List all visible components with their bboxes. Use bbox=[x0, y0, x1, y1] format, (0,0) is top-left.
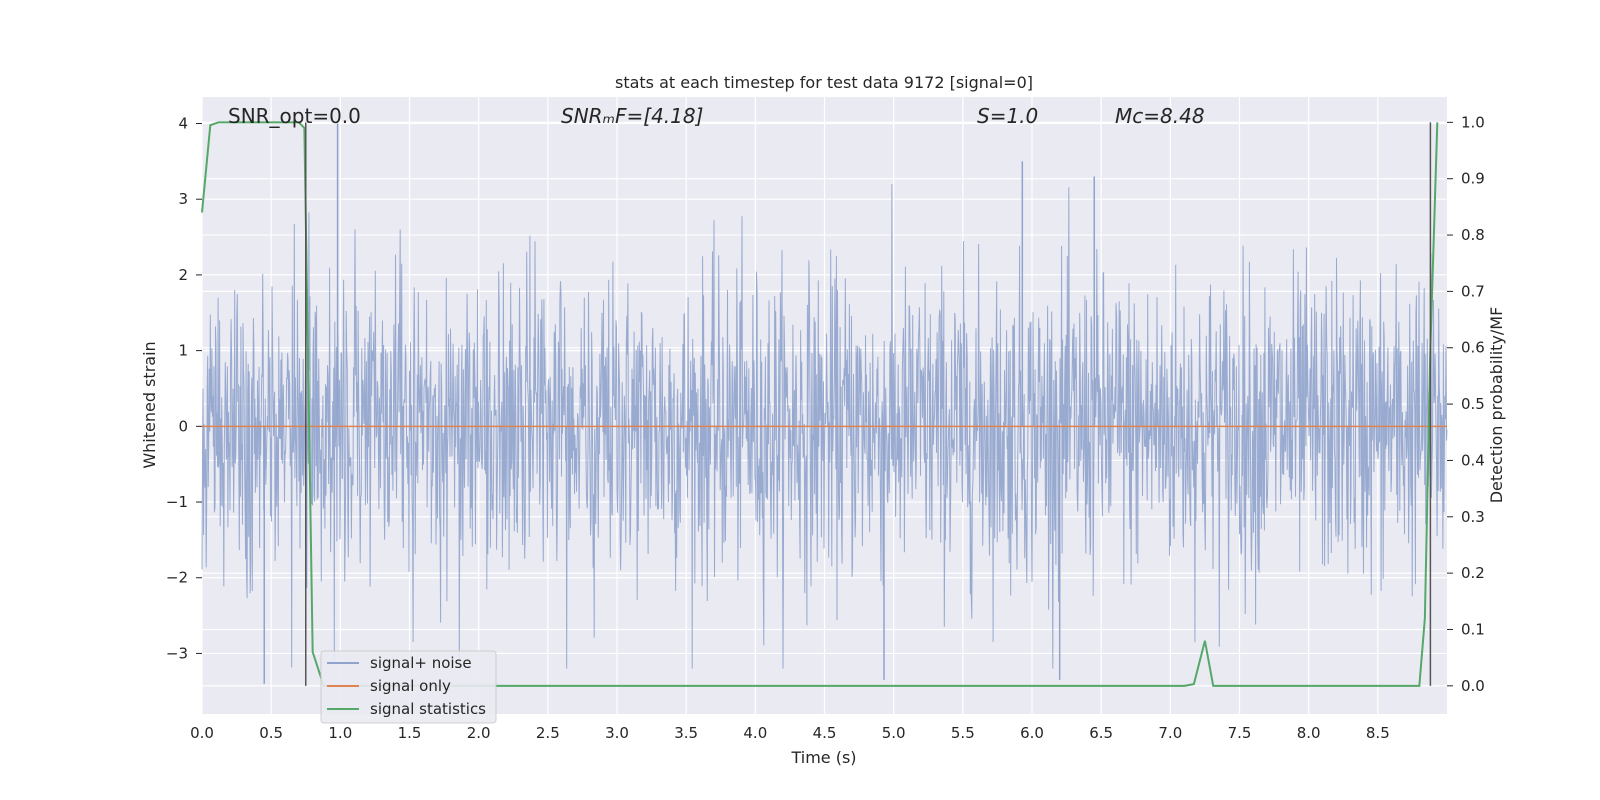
y-left-tick-label: −3 bbox=[166, 644, 188, 662]
y-right-tick-label: 0.3 bbox=[1461, 508, 1485, 526]
x-tick-label: 5.5 bbox=[951, 724, 975, 742]
x-tick-label: 2.0 bbox=[467, 724, 491, 742]
x-tick-label: 6.0 bbox=[1020, 724, 1044, 742]
y-axis-label-left: Whitened strain bbox=[140, 341, 159, 468]
x-tick-label: 7.5 bbox=[1228, 724, 1252, 742]
y-right-tick-label: 0.8 bbox=[1461, 226, 1485, 244]
y-left-tick-label: 3 bbox=[178, 190, 188, 208]
y-right-tick-label: 0.9 bbox=[1461, 170, 1485, 188]
y-left-tick-label: 1 bbox=[178, 342, 188, 360]
x-tick-label: 5.0 bbox=[882, 724, 906, 742]
y-left-tick-label: −2 bbox=[166, 569, 188, 587]
y-left-tick-label: 0 bbox=[178, 417, 188, 435]
x-tick-labels: 0.0 0.5 1.0 1.5 2.0 2.5 3.0 3.5 4.0 4.5 5.0 5.5 6.0 6… bbox=[190, 724, 1390, 742]
x-tick-label: 6.5 bbox=[1089, 724, 1113, 742]
legend-label-signal-statistics: signal statistics bbox=[370, 700, 486, 718]
vertical-markers bbox=[305, 122, 1432, 686]
y-right-tick-label: 0.6 bbox=[1461, 339, 1485, 357]
y-left-tick-label: 4 bbox=[178, 114, 188, 132]
x-tick-label: 3.0 bbox=[605, 724, 629, 742]
y-right-tick-label: 0.4 bbox=[1461, 451, 1485, 469]
x-tick-label: 0.5 bbox=[259, 724, 283, 742]
y-right-tick-label: 0.5 bbox=[1461, 395, 1485, 413]
x-tick-label: 2.5 bbox=[536, 724, 560, 742]
y-right-tick-label: 0.7 bbox=[1461, 282, 1485, 300]
legend-label-signal-only: signal only bbox=[370, 677, 451, 695]
x-tick-label: 4.5 bbox=[813, 724, 837, 742]
y-left-tick-labels: 4 3 2 1 0 −1 −2 −3 bbox=[166, 114, 202, 662]
y-left-tick-label: 2 bbox=[178, 266, 188, 284]
annotation-snr-opt: SNR_opt=0.0 bbox=[228, 104, 361, 128]
annotation-s: S=1.0 bbox=[977, 104, 1038, 128]
series-signal-noise bbox=[201, 123, 1448, 684]
x-tick-label: 1.0 bbox=[328, 724, 352, 742]
x-tick-label: 1.5 bbox=[398, 724, 422, 742]
y-right-tick-label: 0.0 bbox=[1461, 677, 1485, 695]
noise-trace bbox=[201, 184, 1448, 669]
x-tick-label: 4.0 bbox=[743, 724, 767, 742]
y-axis-label-right: Detection probability/MF bbox=[1487, 307, 1506, 504]
x-tick-label: 7.0 bbox=[1158, 724, 1182, 742]
y-right-tick-labels: 1.0 0.9 0.8 0.7 0.6 0.5 0.4 0.3 0.2 0.1 0.0 bbox=[1447, 113, 1485, 695]
grid bbox=[201, 97, 1447, 714]
annotation-mc: Mᴄ=8.48 bbox=[1115, 104, 1205, 128]
legend-label-signal-noise: signal+ noise bbox=[370, 654, 472, 672]
x-tick-label: 0.0 bbox=[190, 724, 214, 742]
legend-box bbox=[320, 650, 497, 724]
annotation-snr-mf: SNRₘF=[4.18] bbox=[561, 104, 703, 128]
y-left-tick-label: −1 bbox=[166, 493, 188, 511]
x-tick-label: 3.5 bbox=[674, 724, 698, 742]
y-right-tick-label: 1.0 bbox=[1461, 113, 1485, 131]
x-tick-label: 8.0 bbox=[1297, 724, 1321, 742]
y-right-tick-label: 0.2 bbox=[1461, 564, 1485, 582]
chart-title: stats at each timestep for test data 917… bbox=[615, 73, 1033, 92]
x-tick-label: 8.5 bbox=[1366, 724, 1390, 742]
legend: signal+ noise signal only signal statist… bbox=[320, 650, 497, 724]
x-axis-label: Time (s) bbox=[790, 748, 856, 767]
y-right-tick-label: 0.1 bbox=[1461, 620, 1485, 638]
